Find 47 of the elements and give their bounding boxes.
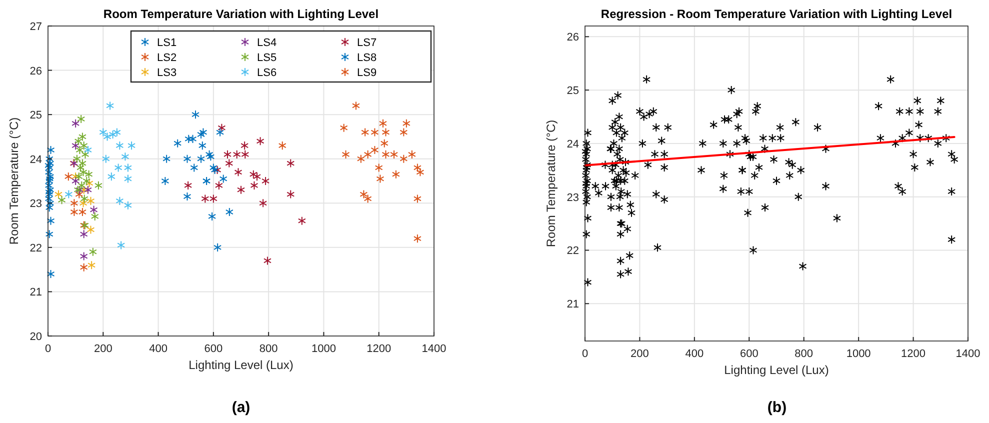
x-tick-label: 800 bbox=[794, 348, 814, 360]
x-tick-label: 1400 bbox=[422, 343, 446, 355]
y-axis-title: Room Temperature (°C) bbox=[544, 120, 558, 248]
x-tick-label: 400 bbox=[149, 343, 168, 355]
x-tick-label: 1000 bbox=[311, 343, 336, 355]
y-tick-label: 24 bbox=[566, 138, 579, 150]
x-tick-label: 0 bbox=[582, 348, 588, 360]
y-tick-label: 25 bbox=[566, 85, 579, 98]
y-tick-label: 26 bbox=[566, 32, 579, 44]
y-tick-label: 23 bbox=[30, 198, 42, 210]
y-tick-label: 24 bbox=[30, 154, 42, 166]
y-tick-label: 26 bbox=[30, 65, 42, 78]
x-tick-label: 1200 bbox=[901, 348, 926, 360]
x-tick-label: 200 bbox=[94, 343, 112, 355]
y-tick-label: 21 bbox=[30, 286, 42, 299]
legend-label: LS1 bbox=[157, 37, 177, 49]
x-tick-label: 1200 bbox=[366, 343, 392, 355]
y-tick-label: 25 bbox=[30, 110, 42, 122]
chart-title: Regression - Room Temperature Variation with Lighting Level bbox=[600, 7, 952, 21]
legend-label: LS9 bbox=[357, 67, 377, 79]
legend-label: LS6 bbox=[257, 67, 277, 79]
x-tick-label: 600 bbox=[204, 343, 223, 355]
legend-label: LS5 bbox=[257, 52, 277, 64]
x-tick-label: 800 bbox=[259, 343, 278, 355]
x-tick-label: 1000 bbox=[846, 348, 871, 360]
x-tick-label: 600 bbox=[740, 348, 758, 360]
text: (b) bbox=[767, 399, 787, 416]
y-tick-label: 21 bbox=[566, 298, 579, 311]
x-tick-label: 200 bbox=[630, 348, 649, 360]
text: (a) bbox=[232, 399, 250, 416]
x-axis-title: Lighting Level (Lux) bbox=[188, 358, 294, 372]
y-tick-label: 22 bbox=[566, 245, 579, 258]
legend-label: LS7 bbox=[357, 37, 377, 49]
y-tick-label: 20 bbox=[30, 331, 42, 343]
legend-label: LS3 bbox=[157, 67, 177, 79]
y-tick-label: 22 bbox=[30, 242, 42, 254]
legend-label: LS4 bbox=[257, 37, 277, 49]
legend-label: LS8 bbox=[357, 52, 377, 64]
legend-label: LS2 bbox=[157, 52, 177, 64]
y-tick-label: 27 bbox=[30, 21, 42, 33]
y-axis-title: Room Temperature (°C) bbox=[7, 117, 21, 245]
x-tick-label: 0 bbox=[44, 343, 52, 355]
x-tick-label: 400 bbox=[685, 348, 704, 360]
x-axis-title: Lighting Level (Lux) bbox=[724, 363, 829, 377]
chart-title: Room Temperature Variation with Lighting Level bbox=[103, 7, 379, 21]
x-tick-label: 1400 bbox=[956, 348, 980, 360]
y-tick-label: 23 bbox=[566, 192, 579, 204]
